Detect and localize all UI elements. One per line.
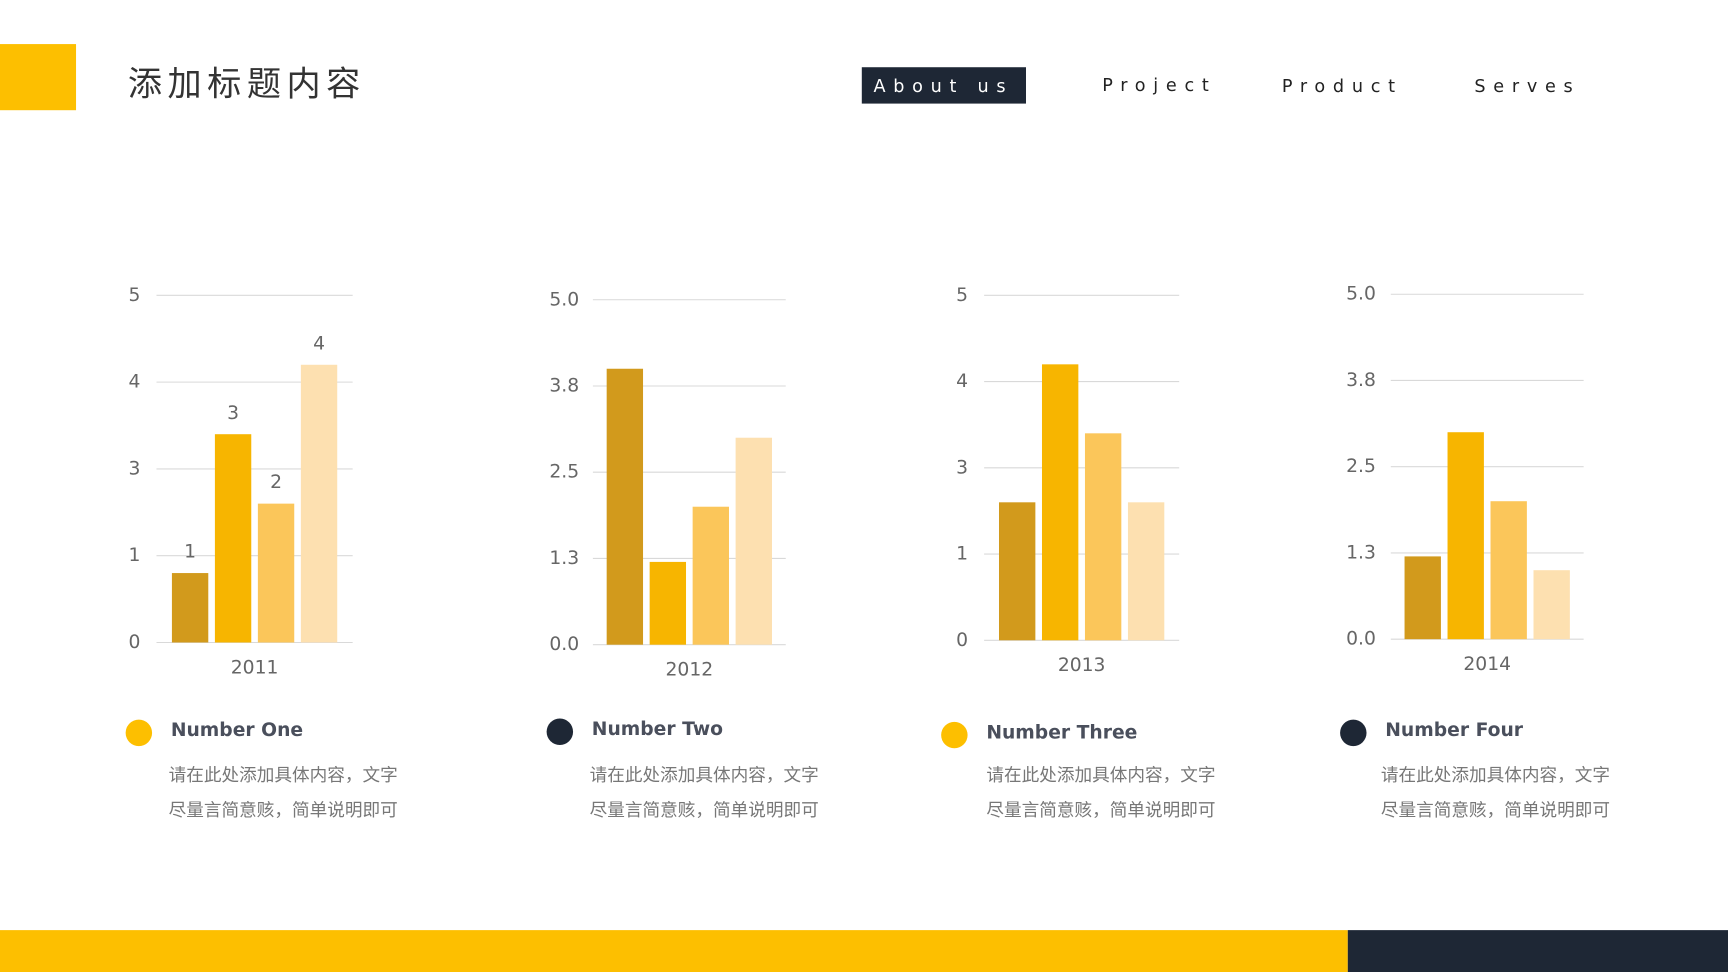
bar bbox=[692, 506, 729, 645]
y-tick-label: 0.0 bbox=[1346, 629, 1376, 650]
bar bbox=[171, 573, 209, 643]
nav-active-bg bbox=[861, 67, 1026, 104]
item-desc: 请在此处添加具体内容，文字 bbox=[590, 765, 819, 786]
y-tick-label: 3 bbox=[128, 458, 140, 479]
y-tick-label: 3.8 bbox=[549, 375, 579, 396]
bar bbox=[1404, 556, 1441, 640]
nav-item[interactable]: Product bbox=[1282, 77, 1403, 97]
legend-dot bbox=[1340, 719, 1367, 747]
item-desc: 尽量言简意赅，简单说明即可 bbox=[1381, 800, 1610, 821]
x-tick-label: 2012 bbox=[666, 660, 714, 681]
x-tick-label: 2014 bbox=[1463, 654, 1511, 675]
nav-item[interactable]: Serves bbox=[1474, 77, 1580, 97]
item-desc: 请在此处添加具体内容，文字 bbox=[1381, 765, 1610, 786]
y-tick-label: 2.5 bbox=[549, 462, 579, 483]
nav-item[interactable]: Project bbox=[1102, 76, 1216, 96]
y-tick-label: 1.3 bbox=[549, 548, 579, 569]
slide-title: 添加标题内容 bbox=[128, 64, 366, 104]
item-desc: 尽量言简意赅，简单说明即可 bbox=[590, 800, 819, 821]
x-tick-label: 2011 bbox=[231, 657, 279, 678]
y-tick-label: 1 bbox=[956, 544, 968, 565]
y-tick-label: 2.5 bbox=[1346, 456, 1376, 477]
footer-bar-dark bbox=[1347, 930, 1728, 972]
y-tick-label: 0 bbox=[956, 630, 968, 651]
item-desc: 请在此处添加具体内容，文字 bbox=[169, 765, 398, 786]
y-tick-label: 3 bbox=[956, 457, 968, 478]
item-name: Number Three bbox=[986, 722, 1137, 743]
data-label: 2 bbox=[270, 472, 282, 493]
bar bbox=[1084, 433, 1122, 641]
data-label: 1 bbox=[184, 542, 196, 563]
bar bbox=[1490, 501, 1527, 640]
x-tick-label: 2013 bbox=[1058, 655, 1106, 676]
legend-dot bbox=[546, 718, 574, 745]
bar bbox=[300, 364, 338, 643]
bar bbox=[257, 503, 295, 643]
y-tick-label: 5.0 bbox=[549, 289, 579, 310]
data-label: 3 bbox=[227, 403, 239, 424]
bar bbox=[735, 437, 772, 645]
bar bbox=[649, 561, 687, 645]
bar bbox=[214, 434, 252, 643]
y-tick-label: 0 bbox=[128, 632, 140, 653]
bar bbox=[1533, 570, 1570, 640]
y-tick-label: 3.8 bbox=[1346, 370, 1376, 391]
y-tick-label: 1 bbox=[128, 545, 140, 566]
y-tick-label: 5.0 bbox=[1346, 284, 1376, 305]
bar bbox=[606, 368, 644, 645]
legend-dot bbox=[941, 721, 968, 749]
item-name: Number Two bbox=[592, 719, 723, 740]
item-name: Number Four bbox=[1385, 720, 1524, 741]
y-tick-label: 5 bbox=[956, 285, 968, 306]
bar bbox=[1127, 502, 1165, 641]
bar bbox=[1041, 364, 1079, 641]
y-tick-label: 1.3 bbox=[1346, 542, 1376, 563]
nav-item[interactable]: About us bbox=[873, 77, 1013, 97]
item-desc: 尽量言简意赅，简单说明即可 bbox=[986, 800, 1215, 821]
corner-block bbox=[0, 44, 77, 111]
y-tick-label: 4 bbox=[956, 371, 968, 392]
y-tick-label: 4 bbox=[128, 372, 140, 393]
footer-bar bbox=[0, 930, 1348, 972]
data-label: 4 bbox=[313, 333, 325, 354]
item-desc: 请在此处添加具体内容，文字 bbox=[986, 765, 1215, 786]
item-name: Number One bbox=[171, 720, 303, 741]
legend-dot bbox=[125, 719, 153, 747]
item-desc: 尽量言简意赅，简单说明即可 bbox=[169, 800, 398, 821]
bar bbox=[1447, 432, 1484, 640]
y-tick-label: 0.0 bbox=[549, 634, 579, 655]
bar bbox=[999, 502, 1036, 641]
y-tick-label: 5 bbox=[128, 285, 140, 306]
